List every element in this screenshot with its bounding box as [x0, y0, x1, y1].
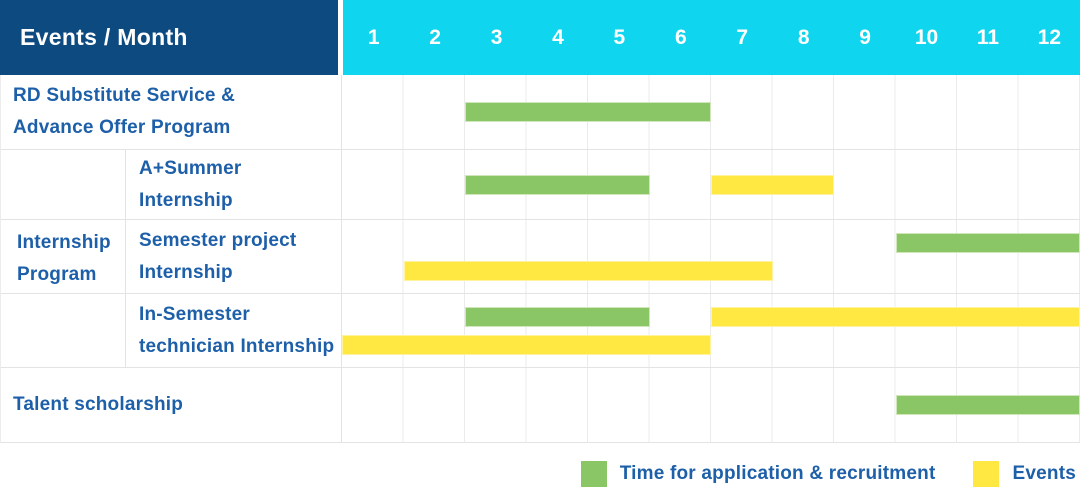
- month-header-cell-2: 2: [429, 25, 441, 49]
- legend-label-recruitment: Time for application & recruitment: [619, 463, 936, 484]
- gantt-row-in-semester-technician-internship: In-Semester technician Internship: [1, 294, 1080, 368]
- month-header-cell-6: 6: [674, 25, 687, 49]
- months-header: 1 2 3 4 5 6 7 8 9 10 11 12: [343, 0, 1080, 75]
- month-header-cell-1: 1: [367, 25, 380, 49]
- table-body: RD Substitute Service & Advance Offer Pr…: [0, 75, 1080, 443]
- row-chart-area-semester-project-internship: [341, 220, 1080, 293]
- gantt-bar-event-months-7-8: [711, 174, 834, 195]
- header-gap: [338, 0, 343, 75]
- row-chart-area-talent-scholarship: [341, 368, 1080, 442]
- events-month-header-cell: Events / Month: [0, 0, 338, 75]
- legend-label-events: Events: [1012, 463, 1076, 484]
- legend-item-recruitment: Time for application & recruitment: [580, 461, 936, 487]
- group-label-internship-program: Internship Program: [17, 232, 111, 285]
- gantt-row-semester-project-internship: Semester project Internship: [1, 220, 1080, 294]
- month-header-cell-5: 5: [613, 25, 626, 49]
- month-header-cell-11: 11: [976, 25, 1000, 49]
- month-header-cell-12: 12: [1037, 25, 1062, 49]
- gantt-row-talent-scholarship: Talent scholarship: [1, 368, 1080, 443]
- gantt-bar-recruitment-months-10-12: [895, 233, 1080, 253]
- row-chart-area-a-summer-internship: [341, 150, 1080, 219]
- recruitment-swatch-icon: [580, 461, 607, 487]
- month-header-cell-3: 3: [490, 25, 503, 49]
- events-swatch-icon: [973, 461, 1000, 487]
- row-chart-area-rd-substitute: [341, 75, 1080, 149]
- legend-item-events: Events: [973, 461, 1076, 487]
- month-header-cell-4: 4: [552, 25, 564, 49]
- month-header-cell-9: 9: [859, 25, 871, 49]
- legend: Time for application & recruitment Event…: [580, 461, 1076, 487]
- gantt-row-a-summer-internship: A+Summer Internship: [1, 150, 1080, 220]
- month-header-cell-7: 7: [736, 25, 749, 49]
- row-label-a-summer-internship: A+Summer Internship: [125, 150, 341, 219]
- row-label-in-semester-technician-internship: In-Semester technician Internship: [125, 294, 341, 367]
- row-label-rd-substitute: RD Substitute Service & Advance Offer Pr…: [13, 85, 236, 138]
- gantt-bar-recruitment-months-3-5: [465, 174, 650, 195]
- gantt-bar-recruitment-months-3-5: [465, 307, 650, 327]
- month-header-cell-8: 8: [797, 25, 810, 49]
- row-label-semester-project-internship: Semester project Internship: [125, 220, 341, 293]
- table-title: Events / Month: [20, 24, 188, 50]
- row-label-talent-scholarship: Talent scholarship: [13, 394, 184, 415]
- row-chart-area-in-semester-technician-internship: [341, 294, 1080, 367]
- month-header-cell-10: 10: [914, 25, 939, 49]
- gantt-bar-recruitment-months-10-12: [895, 395, 1080, 415]
- gantt-bar-event-months-2-7: [403, 261, 773, 281]
- gantt-bar-recruitment-months-3-6: [465, 102, 711, 122]
- table-header: Events / Month 1 2 3 4 5 6 7 8 9 10 11 12: [0, 0, 1080, 75]
- gantt-bar-event-months-1-6: [342, 335, 711, 355]
- gantt-bar-event-months-7-12: [711, 307, 1080, 327]
- gantt-row-rd-substitute: RD Substitute Service & Advance Offer Pr…: [1, 75, 1080, 150]
